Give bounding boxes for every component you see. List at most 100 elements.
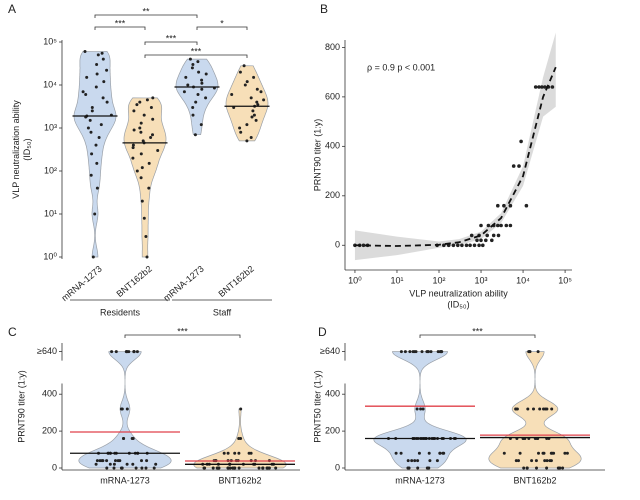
data-point: [154, 462, 158, 466]
y-tick-label: 0: [335, 462, 340, 472]
data-point: [152, 466, 156, 470]
y-tick-label: 10³: [44, 122, 57, 132]
data-point: [259, 90, 263, 94]
data-point: [410, 459, 414, 463]
data-point: [124, 350, 128, 354]
panel-label: A: [8, 2, 16, 16]
data-point: [131, 156, 135, 160]
data-point: [217, 466, 221, 470]
data-point: [535, 466, 538, 470]
data-point: [84, 93, 88, 96]
data-point: [86, 126, 90, 130]
violin: [78, 351, 172, 469]
data-point: [191, 106, 195, 109]
x-tick-label: BNT162b2: [218, 475, 261, 485]
y-axis-label: PRNT50 titer (1:y): [312, 370, 322, 443]
data-point: [114, 350, 118, 354]
data-point: [416, 466, 420, 470]
data-point: [132, 128, 136, 132]
data-point: [191, 63, 195, 66]
significance-label: ***: [472, 326, 483, 336]
significance-label: ***: [166, 33, 177, 43]
data-point: [526, 407, 530, 411]
data-point: [403, 350, 407, 354]
data-point: [421, 407, 425, 411]
data-point: [204, 72, 208, 76]
data-point: [429, 350, 433, 354]
data-point: [416, 459, 420, 463]
data-point: [149, 136, 153, 139]
data-point: [89, 173, 93, 177]
data-point: [238, 126, 242, 130]
violin: [488, 351, 582, 469]
data-point: [413, 459, 417, 463]
data-point: [134, 466, 138, 470]
data-point: [262, 98, 266, 102]
data-point: [194, 100, 198, 104]
data-point: [456, 243, 460, 248]
significance-label: ***: [191, 46, 202, 56]
data-point: [151, 117, 155, 121]
data-point: [408, 350, 412, 354]
data-point: [191, 113, 195, 117]
data-point: [517, 459, 520, 463]
data-point: [541, 451, 545, 455]
data-point: [125, 462, 129, 466]
data-point: [485, 233, 490, 238]
panel-label: D: [318, 325, 327, 339]
data-point: [237, 451, 241, 455]
data-point: [131, 437, 135, 440]
data-point: [90, 109, 94, 113]
data-point: [135, 103, 139, 107]
data-point: [151, 96, 155, 100]
data-point: [256, 103, 260, 107]
x-tick-label: 10⁰: [348, 275, 362, 285]
data-point: [249, 96, 253, 100]
y-axis-label: VLP neutralization ability: [11, 100, 21, 199]
data-point: [537, 451, 540, 455]
panel-label: B: [320, 2, 328, 16]
data-point: [484, 238, 488, 243]
data-point: [95, 72, 99, 76]
data-point: [90, 152, 94, 156]
data-point: [496, 233, 501, 238]
data-point: [140, 199, 144, 203]
significance-bracket: [124, 334, 241, 338]
x-tick-label: 10⁵: [558, 275, 572, 285]
data-point: [81, 90, 85, 94]
data-point: [182, 90, 186, 94]
data-point: [266, 466, 270, 470]
data-point: [274, 466, 278, 470]
data-point: [499, 223, 503, 228]
significance-bracket: [94, 14, 198, 18]
data-point: [101, 57, 105, 61]
data-point: [540, 85, 544, 89]
data-point: [242, 64, 246, 68]
violin: [123, 97, 167, 258]
data-point: [479, 238, 483, 243]
data-point: [533, 85, 538, 89]
data-point: [517, 164, 521, 168]
panel-label: C: [8, 325, 17, 339]
data-point: [496, 203, 500, 208]
y-axis-label: (ID₅₀): [22, 138, 32, 160]
y-axis-label: PRNT90 titer (1:y): [312, 119, 322, 192]
data-point: [399, 350, 403, 354]
x-axis-label: (ID₅₀): [447, 299, 469, 309]
data-point: [94, 85, 98, 89]
data-point: [190, 66, 194, 70]
data-point: [514, 407, 518, 411]
data-point: [196, 93, 200, 96]
data-point: [145, 459, 149, 463]
data-point: [151, 133, 154, 137]
data-point: [250, 115, 254, 119]
data-point: [140, 466, 144, 470]
data-point: [545, 466, 549, 470]
data-point: [518, 451, 522, 455]
data-point: [543, 85, 547, 89]
data-point: [249, 136, 253, 139]
data-point: [140, 459, 143, 463]
data-point: [230, 93, 234, 96]
data-point: [464, 243, 469, 248]
data-point: [451, 243, 456, 248]
